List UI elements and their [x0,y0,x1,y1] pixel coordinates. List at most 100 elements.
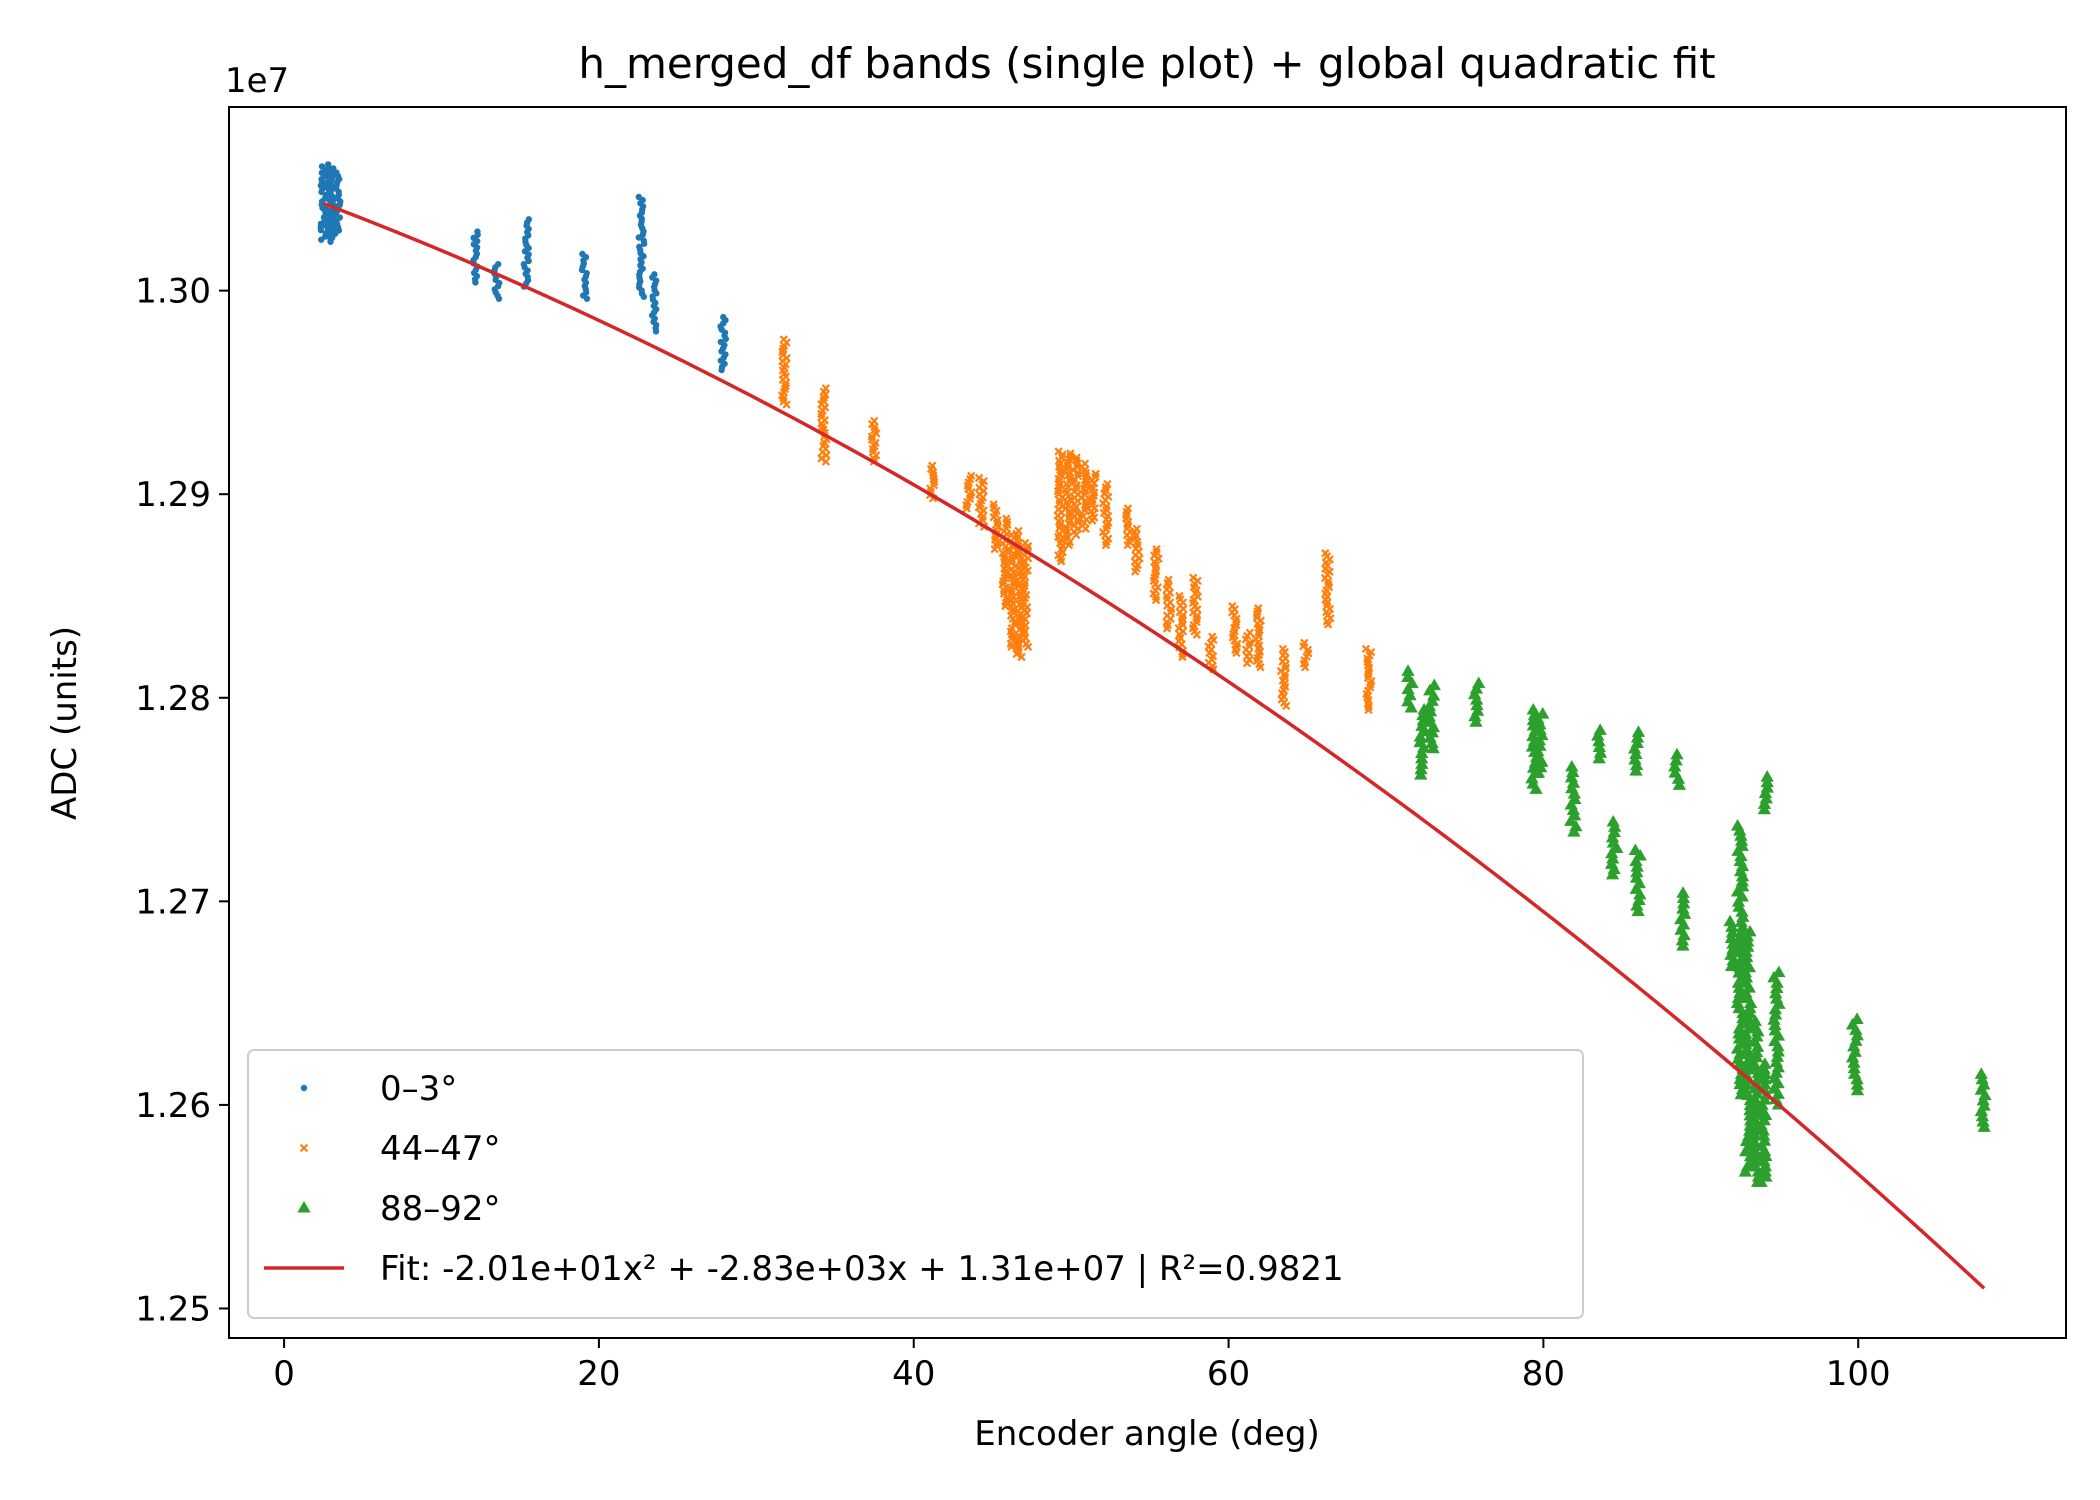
data-point [1074,468,1083,478]
data-point [1772,965,1786,978]
legend-label: Fit: -2.01e+01x² + -2.83e+03x + 1.31e+07… [380,1249,1344,1289]
data-point [579,250,586,258]
plot-frame [228,106,2067,1339]
data-point [636,243,643,251]
data-point [1404,700,1418,713]
fit-line [322,201,1986,1290]
x-tick-label: 100 [1826,1354,1891,1394]
y-axis-label: ADC (units) [45,626,85,820]
data-point [520,260,528,268]
legend-item-2: 44–47° [299,1129,501,1169]
legend-marker [297,1201,311,1213]
data-point [635,193,643,201]
data-point [974,473,984,483]
data-point [1164,575,1173,584]
data-point [1670,747,1684,760]
data-point [1606,814,1620,827]
data-point [1593,723,1607,735]
data-point [333,169,340,176]
legend-label: 0–3° [380,1069,457,1109]
data-point [1132,524,1142,533]
data-point [474,228,481,235]
data-point [1054,447,1063,456]
data-point [1669,753,1683,766]
y-tick-label: 1.26 [135,1086,211,1126]
data-point [1758,1057,1772,1069]
data-point [1401,670,1415,682]
legend-marker [300,1084,308,1092]
data-point [495,260,502,268]
data-point [928,461,937,470]
series-3 [1401,664,1992,1187]
data-point [1671,772,1686,784]
legend: 0–3° 44–47° 88–92° Fit: -2.01e+01x² + -2.83… [247,1049,1584,1319]
data-point [779,335,788,344]
y-offset-label: 1e7 [225,61,289,101]
data-point [1628,843,1642,855]
data-point [324,161,332,168]
x-tick-label: 20 [577,1354,620,1394]
data-point [1760,770,1774,782]
data-point [717,338,725,346]
data-point [1066,449,1075,458]
x-tick-label: 60 [1207,1354,1250,1394]
data-point [821,384,830,393]
data-point [1103,479,1112,489]
data-point [1403,688,1417,701]
data-point [967,471,976,481]
data-point [1014,526,1023,536]
data-point [1743,924,1757,937]
data-point [1123,504,1133,513]
data-point [1152,544,1161,554]
legend-box [247,1049,1584,1319]
data-point [1189,573,1198,582]
data-point [1208,632,1217,641]
data-point [525,216,533,223]
y-tick-label: 1.25 [135,1289,211,1329]
legend-item-4: Fit: -2.01e+01x² + -2.83e+03x + 1.31e+07… [264,1249,1344,1289]
plot-area [228,106,2067,1339]
data-point [1850,1012,1864,1024]
data-point [1730,819,1745,831]
data-point [1245,628,1255,637]
data-point [1631,725,1646,737]
legend-marker [299,1143,309,1153]
data-point [1021,538,1030,548]
data-point [1401,694,1415,707]
data-point [1080,459,1090,468]
x-tick-label: 40 [892,1354,935,1394]
data-point [1276,666,1286,676]
data-point [720,313,727,321]
data-point [1668,766,1682,778]
data-point [1526,702,1540,715]
data-point [1405,676,1419,689]
data-point [1254,604,1263,613]
data-point [998,548,1007,558]
data-point [583,269,590,277]
data-point [1668,759,1682,772]
data-point [989,500,998,509]
data-point [318,163,326,170]
data-point [1748,1014,1762,1026]
legend-item-3: 88–92° [297,1189,501,1229]
data-point [1565,759,1579,772]
y-tick-label: 1.27 [135,882,211,922]
data-point [640,237,647,244]
x-tick-label: 0 [273,1354,295,1394]
x-tick-label: 80 [1522,1354,1565,1394]
data-point [1536,707,1550,719]
data-point [1401,682,1415,695]
data-point [1366,647,1376,657]
legend-label: 44–47° [380,1129,501,1169]
legend-label: 88–92° [380,1189,501,1229]
data-point [1321,549,1330,558]
data-point [1091,469,1100,479]
y-axis: 1.25 1.26 1.27 1.28 1.29 1.30 [135,272,229,1329]
data-point [1427,678,1441,691]
legend-item-1: 0–3° [300,1069,457,1109]
data-point [1017,652,1026,662]
series-2 [777,335,1376,715]
data-point [817,454,826,463]
data-point [1278,644,1288,654]
